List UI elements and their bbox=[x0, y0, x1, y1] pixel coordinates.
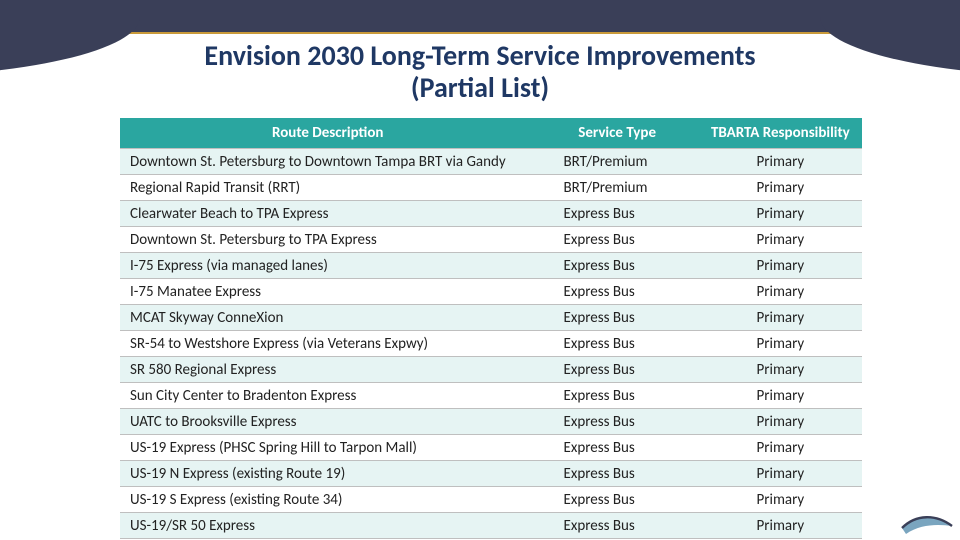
cell-responsibility: Primary bbox=[699, 279, 862, 305]
cell-service-type: BRT/Premium bbox=[536, 149, 699, 175]
cell-responsibility: Primary bbox=[699, 149, 862, 175]
table-row: Downtown St. Petersburg to TPA ExpressEx… bbox=[120, 227, 862, 253]
cell-route: I-75 Express (via managed lanes) bbox=[120, 253, 536, 279]
table-row: UATC to Brooksville ExpressExpress BusPr… bbox=[120, 409, 862, 435]
cell-service-type: Express Bus bbox=[536, 487, 699, 513]
table-row: SR 580 Regional ExpressExpress BusPrimar… bbox=[120, 357, 862, 383]
cell-route: Sun City Center to Bradenton Express bbox=[120, 383, 536, 409]
table-row: US-19 N Express (existing Route 19)Expre… bbox=[120, 461, 862, 487]
cell-responsibility: Primary bbox=[699, 383, 862, 409]
table-row: US-19/SR 50 ExpressExpress BusPrimary bbox=[120, 513, 862, 539]
cell-service-type: Express Bus bbox=[536, 201, 699, 227]
title-line2: (Partial List) bbox=[411, 70, 549, 105]
cell-route: Regional Rapid Transit (RRT) bbox=[120, 175, 536, 201]
cell-route: MCAT Skyway ConneXion bbox=[120, 305, 536, 331]
service-table: Route Description Service Type TBARTA Re… bbox=[120, 118, 862, 540]
cell-responsibility: Primary bbox=[699, 175, 862, 201]
cell-responsibility: Primary bbox=[699, 487, 862, 513]
cell-service-type: Express Bus bbox=[536, 279, 699, 305]
cell-responsibility: Primary bbox=[699, 409, 862, 435]
table-row: Downtown St. Petersburg to Downtown Tamp… bbox=[120, 149, 862, 175]
cell-service-type: Express Bus bbox=[536, 227, 699, 253]
cell-responsibility: Primary bbox=[699, 331, 862, 357]
cell-service-type: Express Bus bbox=[536, 383, 699, 409]
cell-responsibility: Primary bbox=[699, 513, 862, 539]
corner-logo-icon bbox=[900, 504, 954, 536]
cell-route: UATC to Brooksville Express bbox=[120, 409, 536, 435]
table-row: Sun City Center to Bradenton ExpressExpr… bbox=[120, 383, 862, 409]
cell-route: Downtown St. Petersburg to TPA Express bbox=[120, 227, 536, 253]
cell-service-type: Express Bus bbox=[536, 513, 699, 539]
table-row: US-19 Express (PHSC Spring Hill to Tarpo… bbox=[120, 435, 862, 461]
cell-route: US-19 S Express (existing Route 34) bbox=[120, 487, 536, 513]
cell-responsibility: Primary bbox=[699, 305, 862, 331]
table-header-row: Route Description Service Type TBARTA Re… bbox=[120, 118, 862, 149]
table-row: Regional Rapid Transit (RRT)BRT/PremiumP… bbox=[120, 175, 862, 201]
cell-service-type: Express Bus bbox=[536, 435, 699, 461]
cell-route: SR-54 to Westshore Express (via Veterans… bbox=[120, 331, 536, 357]
page-title: Envision 2030 Long-Term Service Improvem… bbox=[0, 40, 960, 104]
cell-responsibility: Primary bbox=[699, 461, 862, 487]
table-row: SR-54 to Westshore Express (via Veterans… bbox=[120, 331, 862, 357]
cell-responsibility: Primary bbox=[699, 201, 862, 227]
cell-service-type: BRT/Premium bbox=[536, 175, 699, 201]
cell-service-type: Express Bus bbox=[536, 357, 699, 383]
table-container: Route Description Service Type TBARTA Re… bbox=[120, 118, 862, 540]
table-row: MCAT Skyway ConneXionExpress BusPrimary bbox=[120, 305, 862, 331]
cell-service-type: Express Bus bbox=[536, 331, 699, 357]
table-row: US-19 S Express (existing Route 34)Expre… bbox=[120, 487, 862, 513]
cell-responsibility: Primary bbox=[699, 227, 862, 253]
title-line1: Envision 2030 Long-Term Service Improvem… bbox=[204, 38, 755, 73]
col-route-description: Route Description bbox=[120, 118, 536, 149]
cell-route: Downtown St. Petersburg to Downtown Tamp… bbox=[120, 149, 536, 175]
header-band bbox=[0, 0, 960, 34]
cell-responsibility: Primary bbox=[699, 357, 862, 383]
cell-route: US-19 N Express (existing Route 19) bbox=[120, 461, 536, 487]
cell-service-type: Express Bus bbox=[536, 253, 699, 279]
logo-swoosh bbox=[902, 517, 952, 534]
cell-responsibility: Primary bbox=[699, 435, 862, 461]
table-row: Clearwater Beach to TPA ExpressExpress B… bbox=[120, 201, 862, 227]
col-responsibility: TBARTA Responsibility bbox=[699, 118, 862, 149]
cell-service-type: Express Bus bbox=[536, 461, 699, 487]
table-row: I-75 Express (via managed lanes)Express … bbox=[120, 253, 862, 279]
cell-route: US-19/SR 50 Express bbox=[120, 513, 536, 539]
col-service-type: Service Type bbox=[536, 118, 699, 149]
cell-route: US-19 Express (PHSC Spring Hill to Tarpo… bbox=[120, 435, 536, 461]
cell-service-type: Express Bus bbox=[536, 409, 699, 435]
cell-responsibility: Primary bbox=[699, 253, 862, 279]
cell-route: SR 580 Regional Express bbox=[120, 357, 536, 383]
cell-route: I-75 Manatee Express bbox=[120, 279, 536, 305]
cell-service-type: Express Bus bbox=[536, 305, 699, 331]
cell-route: Clearwater Beach to TPA Express bbox=[120, 201, 536, 227]
table-row: I-75 Manatee ExpressExpress BusPrimary bbox=[120, 279, 862, 305]
